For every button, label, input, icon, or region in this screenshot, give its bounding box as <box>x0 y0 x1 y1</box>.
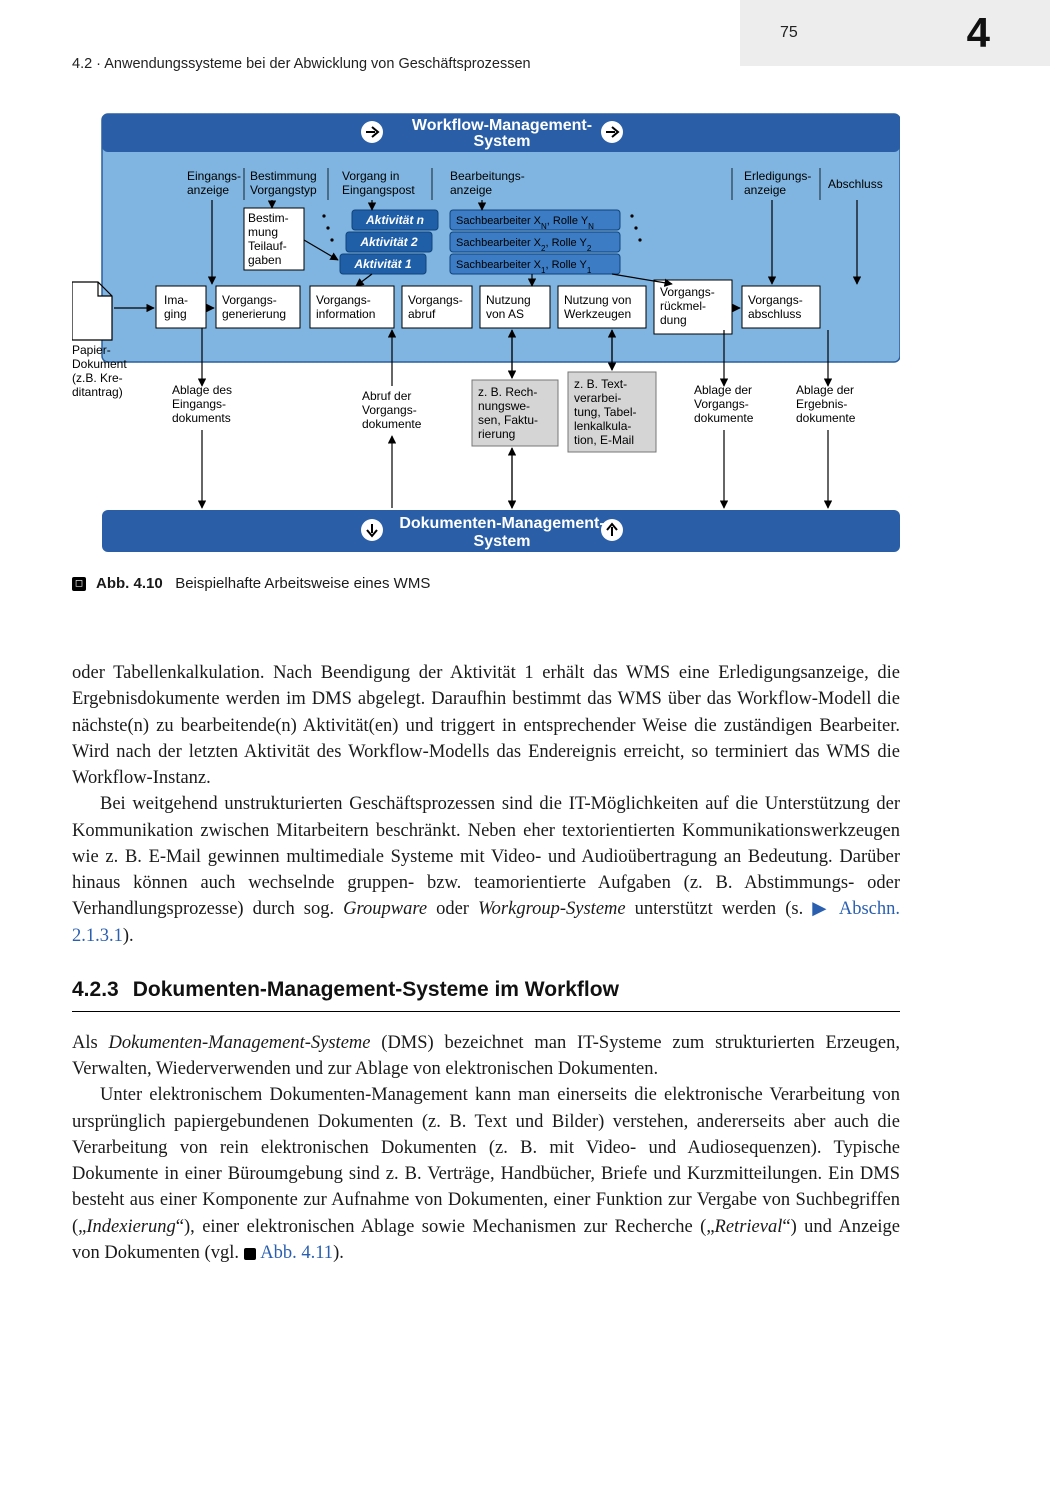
fig-ref-link[interactable]: Abb. 4.11 <box>260 1243 333 1263</box>
body-text: oder Tabellenkalkulation. Nach Beendigun… <box>72 660 900 1266</box>
svg-text:ging: ging <box>164 307 187 321</box>
svg-text:(z.B. Kre-: (z.B. Kre- <box>72 371 123 385</box>
svg-text:Dokumenten-Management-: Dokumenten-Management- <box>399 515 604 532</box>
para-4: Unter elektronischem Dokumenten-Manageme… <box>72 1082 900 1266</box>
svg-text:abschluss: abschluss <box>748 307 801 321</box>
chapter-number: 4 <box>967 9 990 57</box>
wms-diagram-svg: Workflow-Management- System Eingangs-anz… <box>72 110 900 560</box>
svg-text:information: information <box>316 307 375 321</box>
figure-caption: ◻ Abb. 4.10 Beispielhafte Arbeitsweise e… <box>72 575 430 592</box>
svg-text:Bearbeitungs-: Bearbeitungs- <box>450 169 525 183</box>
svg-text:Vorgangs-: Vorgangs- <box>408 293 463 307</box>
svg-text:Bestim-: Bestim- <box>248 211 289 225</box>
svg-text:Vorgangs-: Vorgangs- <box>660 285 715 299</box>
svg-text:Ergebnis-: Ergebnis- <box>796 397 847 411</box>
section-number: 4.2.3 <box>72 975 119 1005</box>
svg-text:dokumente: dokumente <box>796 411 856 425</box>
svg-text:sen, Faktu-: sen, Faktu- <box>478 413 538 427</box>
header-right: 75 4 <box>740 0 1050 66</box>
running-head: 4.2 · Anwendungssysteme bei der Abwicklu… <box>72 56 531 72</box>
caption-ref: Abb. 4.10 <box>96 575 163 592</box>
svg-text:Dokument: Dokument <box>72 357 127 371</box>
svg-text:Vorgangstyp: Vorgangstyp <box>250 183 317 197</box>
svg-text:Eingangspost: Eingangspost <box>342 183 415 197</box>
svg-text:dung: dung <box>660 313 687 327</box>
svg-text:nungswe-: nungswe- <box>478 399 530 413</box>
section-rule <box>72 1011 900 1012</box>
svg-text:Abruf der: Abruf der <box>362 389 411 403</box>
svg-text:gaben: gaben <box>248 253 281 267</box>
inline-fig-icon: ◻ <box>244 1248 256 1260</box>
svg-text:rückmel-: rückmel- <box>660 299 706 313</box>
para-1: oder Tabellenkalkulation. Nach Beendigun… <box>72 660 900 791</box>
svg-text:ditantrag): ditantrag) <box>72 385 123 399</box>
svg-text:Erledigungs-: Erledigungs- <box>744 169 811 183</box>
svg-text:lenkalkula-: lenkalkula- <box>574 419 631 433</box>
svg-text:System: System <box>474 533 531 550</box>
svg-text:z. B. Rech-: z. B. Rech- <box>478 385 537 399</box>
svg-text:Vorgangs-: Vorgangs- <box>222 293 277 307</box>
svg-text:dokumente: dokumente <box>362 417 422 431</box>
svg-text:generierung: generierung <box>222 307 286 321</box>
svg-text:tion, E-Mail: tion, E-Mail <box>574 433 634 447</box>
svg-text:abruf: abruf <box>408 307 436 321</box>
svg-text:Ima-: Ima- <box>164 293 188 307</box>
svg-text:System: System <box>474 133 531 150</box>
svg-text:dokumente: dokumente <box>694 411 754 425</box>
svg-text:Eingangs-: Eingangs- <box>187 169 241 183</box>
svg-text:rierung: rierung <box>478 427 515 441</box>
svg-text:z. B. Text-: z. B. Text- <box>574 377 627 391</box>
para-3: Als Dokumenten-Management-Systeme (DMS) … <box>72 1030 900 1083</box>
svg-text:Vorgangs-: Vorgangs- <box>748 293 803 307</box>
svg-text:Eingangs-: Eingangs- <box>172 397 226 411</box>
svg-text:Ablage der: Ablage der <box>796 383 854 397</box>
page-number: 75 <box>780 24 798 42</box>
figure-4-10: Workflow-Management- System Eingangs-anz… <box>72 110 900 560</box>
svg-text:mung: mung <box>248 225 278 239</box>
section-heading: 4.2.3 Dokumenten-Management-Systeme im W… <box>72 975 900 1005</box>
svg-text:Nutzung: Nutzung <box>486 293 531 307</box>
svg-text:Vorgangs-: Vorgangs- <box>316 293 371 307</box>
caption-text: Beispielhafte Arbeitsweise eines WMS <box>175 575 430 592</box>
svg-text:Abschluss: Abschluss <box>828 177 883 191</box>
svg-text:Papier-: Papier- <box>72 343 111 357</box>
caption-icon: ◻ <box>72 577 86 591</box>
svg-text:verarbei-: verarbei- <box>574 391 621 405</box>
svg-text:Vorgang in: Vorgang in <box>342 169 399 183</box>
svg-text:Aktivität n: Aktivität n <box>365 213 424 227</box>
svg-text:Aktivität 1: Aktivität 1 <box>353 257 412 271</box>
svg-text:anzeige: anzeige <box>744 183 786 197</box>
svg-text:Teilauf-: Teilauf- <box>248 239 287 253</box>
svg-text:Vorgangs-: Vorgangs- <box>694 397 749 411</box>
svg-text:anzeige: anzeige <box>450 183 492 197</box>
svg-text:dokuments: dokuments <box>172 411 231 425</box>
svg-text:Workflow-Management-: Workflow-Management- <box>412 117 592 134</box>
svg-text:Vorgangs-: Vorgangs- <box>362 403 417 417</box>
svg-text:tung, Tabel-: tung, Tabel- <box>574 405 637 419</box>
svg-text:Ablage der: Ablage der <box>694 383 752 397</box>
para-2: Bei weitgehend unstrukturierten Geschäft… <box>72 791 900 949</box>
svg-text:Bestimmung: Bestimmung <box>250 169 317 183</box>
svg-text:Nutzung von: Nutzung von <box>564 293 631 307</box>
svg-text:anzeige: anzeige <box>187 183 229 197</box>
svg-text:von AS: von AS <box>486 307 524 321</box>
section-title: Dokumenten-Management-Systeme im Workflo… <box>133 975 619 1005</box>
svg-text:Aktivität 2: Aktivität 2 <box>359 235 418 249</box>
svg-text:Werkzeugen: Werkzeugen <box>564 307 631 321</box>
